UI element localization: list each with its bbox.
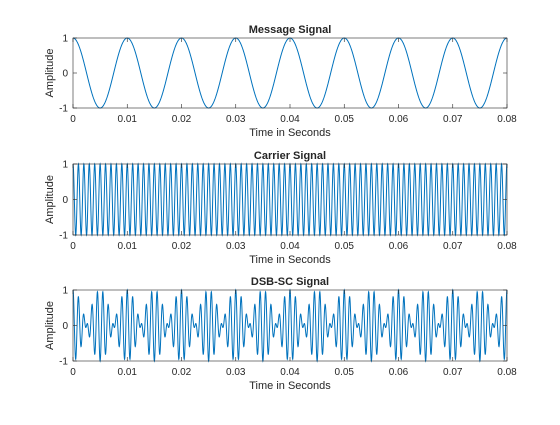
x-tick-label: 0.02 xyxy=(172,367,192,378)
x-tick-label: 0.05 xyxy=(335,241,355,252)
x-tick-label: 0.05 xyxy=(335,367,355,378)
x-tick-label: 0.08 xyxy=(497,367,517,378)
carrier-signal-axes: 0 0.01 0.02 0.03 0.04 0.05 0.06 0.07 0.08-101Car… xyxy=(44,150,517,266)
x-tick-label: 0.04 xyxy=(280,367,300,378)
x-tick-label: 0.02 xyxy=(172,241,192,252)
dsb-sc-signal-ylabel: Amplitude xyxy=(44,301,56,350)
dsb-sc-signal-plot-area xyxy=(73,290,507,361)
y-tick-label: -1 xyxy=(59,357,68,368)
x-tick-label: 0.03 xyxy=(226,114,246,125)
y-tick-label: 0 xyxy=(62,195,68,206)
x-tick-label: 0 xyxy=(70,367,76,378)
x-tick-label: 0.02 xyxy=(172,114,192,125)
y-tick-label: 0 xyxy=(62,69,68,80)
message-signal-axes: 0 0.01 0.02 0.03 0.04 0.05 0.06 0.07 0.08-101Mes… xyxy=(44,24,517,139)
x-tick-label: 0 xyxy=(70,241,76,252)
x-tick-label: 0.06 xyxy=(389,367,409,378)
dsb-sc-signal-axes: 0 0.01 0.02 0.03 0.04 0.05 0.06 0.07 0.08-101DSB… xyxy=(44,276,517,392)
y-tick-label: 1 xyxy=(62,34,68,45)
x-tick-label: 0.08 xyxy=(497,241,517,252)
x-tick-label: 0.01 xyxy=(118,367,138,378)
x-tick-label: 0 xyxy=(70,114,76,125)
x-tick-label: 0.05 xyxy=(335,114,355,125)
y-tick-label: -1 xyxy=(59,104,68,115)
x-tick-label: 0.01 xyxy=(118,114,138,125)
y-tick-label: -1 xyxy=(59,231,68,242)
carrier-signal-ylabel: Amplitude xyxy=(44,175,56,224)
x-tick-label: 0.03 xyxy=(226,241,246,252)
dsb-sc-signal-xlabel: Time in Seconds xyxy=(249,380,331,392)
x-tick-label: 0.06 xyxy=(389,114,409,125)
dsb-sc-signal-title: DSB-SC Signal xyxy=(251,276,329,288)
carrier-signal-title: Carrier Signal xyxy=(254,150,326,162)
y-tick-label: 0 xyxy=(62,321,68,332)
x-tick-label: 0.01 xyxy=(118,241,138,252)
carrier-signal-plot-area xyxy=(73,164,507,235)
x-tick-label: 0.06 xyxy=(389,241,409,252)
x-tick-label: 0.04 xyxy=(280,241,300,252)
y-tick-label: 1 xyxy=(62,286,68,297)
message-signal-plot-area xyxy=(73,38,507,108)
message-signal-xlabel: Time in Seconds xyxy=(249,127,331,139)
y-tick-label: 1 xyxy=(62,160,68,171)
message-signal-ylabel: Amplitude xyxy=(44,49,56,98)
x-tick-label: 0.04 xyxy=(280,114,300,125)
x-tick-label: 0.07 xyxy=(443,241,463,252)
x-tick-label: 0.08 xyxy=(497,114,517,125)
carrier-signal-xlabel: Time in Seconds xyxy=(249,254,331,266)
x-tick-label: 0.03 xyxy=(226,367,246,378)
x-tick-label: 0.07 xyxy=(443,114,463,125)
x-tick-label: 0.07 xyxy=(443,367,463,378)
message-signal-title: Message Signal xyxy=(249,24,332,36)
